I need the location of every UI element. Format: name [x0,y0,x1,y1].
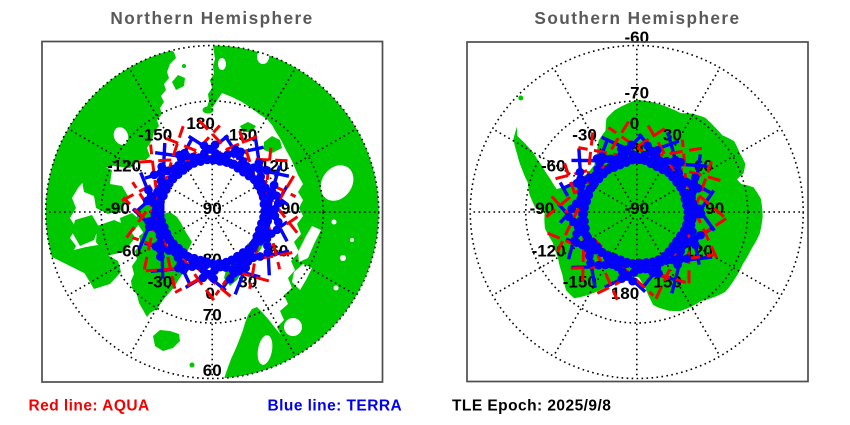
svg-text:-60: -60 [625,28,650,47]
svg-text:Northern Hemisphere: Northern Hemisphere [110,8,313,28]
svg-text:-90: -90 [530,199,555,218]
svg-text:Red line: AQUA: Red line: AQUA [29,398,150,415]
svg-text:90: 90 [203,199,222,218]
svg-text:60: 60 [203,361,222,380]
svg-text:-120: -120 [532,242,566,261]
svg-text:70: 70 [203,306,222,325]
svg-text:TLE Epoch: 2025/9/8: TLE Epoch: 2025/9/8 [452,398,611,415]
svg-text:-60: -60 [117,242,142,261]
svg-text:-70: -70 [625,84,650,103]
svg-text:30: 30 [663,125,682,144]
svg-text:-120: -120 [107,157,141,176]
svg-text:-150: -150 [138,125,172,144]
svg-text:-90: -90 [625,199,650,218]
svg-text:-90: -90 [105,199,130,218]
svg-text:0: 0 [630,114,639,133]
svg-text:-150: -150 [563,273,597,292]
svg-text:-30: -30 [148,273,173,292]
svg-text:Blue line: TERRA: Blue line: TERRA [268,398,403,415]
svg-text:-60: -60 [541,157,566,176]
svg-text:Southern Hemisphere: Southern Hemisphere [534,8,740,28]
